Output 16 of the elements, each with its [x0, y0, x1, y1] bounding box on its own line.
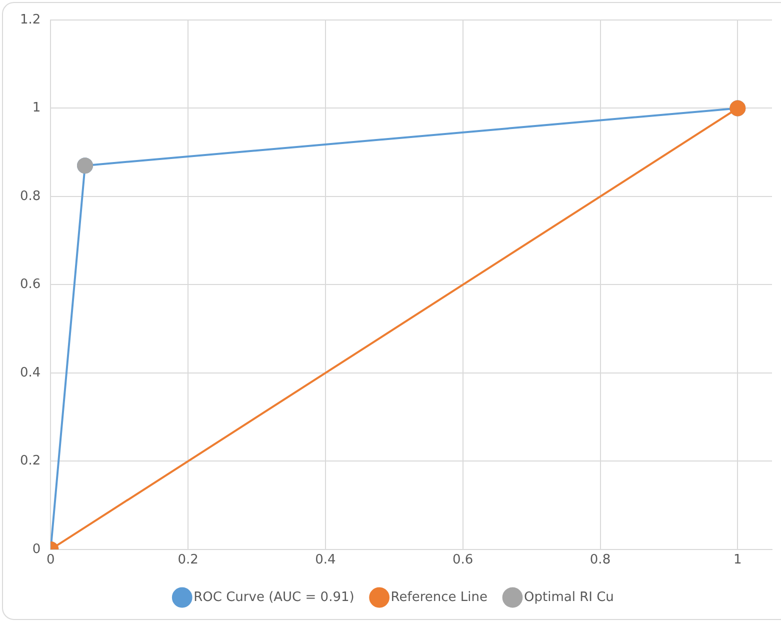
x-tick-label: 0.2	[178, 552, 198, 568]
y-tick-label: 0.6	[20, 277, 41, 292]
y-tick-label: 1.2	[20, 12, 41, 28]
legend-label: Optimal RI Cu	[524, 590, 614, 605]
x-tick-label: 0.6	[452, 552, 474, 568]
x-tick-label: 0	[46, 552, 55, 568]
x-tick-label: 0.4	[315, 552, 336, 568]
y-tick-label: 0.8	[20, 188, 41, 204]
legend-label: Reference Line	[390, 590, 488, 605]
y-tick-label: 0	[32, 542, 41, 557]
legend-label: ROC Curve (AUC = 0.91)	[194, 590, 354, 605]
x-tick-label: 0.8	[590, 552, 611, 568]
y-tick-label: 0.2	[20, 454, 41, 469]
y-tick-label: 1	[32, 100, 41, 116]
y-tick-label: 0.4	[20, 365, 41, 380]
x-tick-label: 1	[734, 552, 742, 568]
